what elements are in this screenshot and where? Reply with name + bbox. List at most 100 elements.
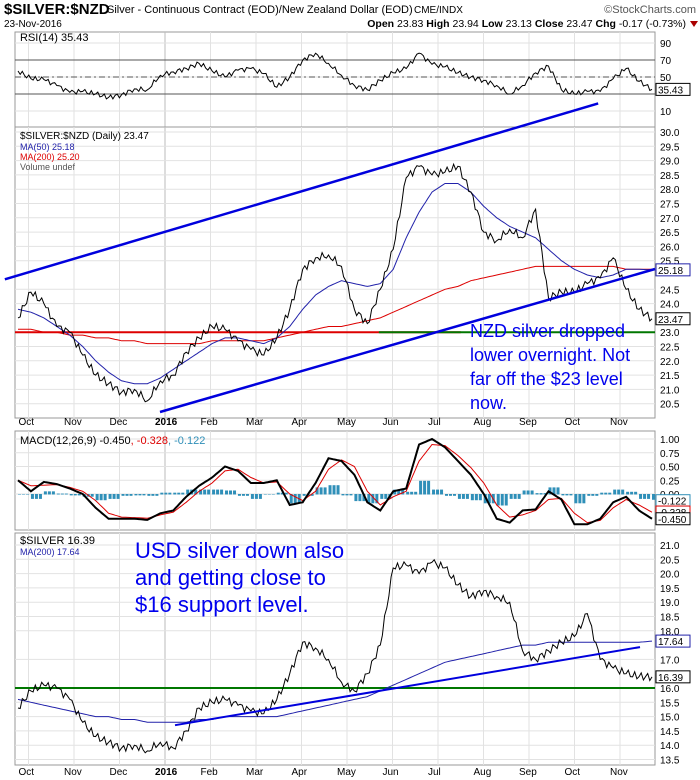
y-tick-label: 70 xyxy=(660,56,672,67)
macd-histogram-bar xyxy=(539,493,543,495)
macd-histogram-bar xyxy=(186,489,190,495)
macd-histogram-bar xyxy=(600,492,604,495)
y-tick-label: 1.00 xyxy=(660,435,680,446)
usd-ma200-line xyxy=(17,640,653,723)
macd-histogram-bar xyxy=(332,485,336,495)
macd-histogram-bar xyxy=(440,489,444,495)
macd-histogram-bar xyxy=(121,494,125,496)
macd-histogram-bar xyxy=(302,494,306,496)
x-tick-label: Jul xyxy=(428,417,441,428)
macd-histogram-bar xyxy=(543,493,547,495)
macd-histogram-bar xyxy=(69,494,73,496)
macd-histogram-bar xyxy=(535,493,539,495)
macd-histogram-bar xyxy=(142,494,146,496)
macd-histogram-bar xyxy=(289,494,293,504)
macd-histogram-bar xyxy=(276,492,280,495)
macd-histogram-bar xyxy=(639,494,643,499)
macd-histogram-bar xyxy=(254,494,258,499)
down-arrow-icon xyxy=(690,21,698,27)
macd-histogram-bar xyxy=(354,494,358,502)
x-tick-label: Apr xyxy=(292,417,308,428)
macd-histogram-bar xyxy=(258,494,262,499)
nzd-annotation: NZD silver dropped lower overnight. Not … xyxy=(470,321,630,413)
brand-logo: ©StockCharts.com xyxy=(604,4,696,16)
macd-histogram-bar xyxy=(116,494,120,499)
macd-histogram-bar xyxy=(569,494,573,496)
upper-channel-trendline xyxy=(4,102,599,281)
macd-histogram-bar xyxy=(643,494,647,499)
macd-histogram-bar xyxy=(30,494,34,499)
usd-close-value-box xyxy=(655,670,691,684)
y-tick-label: 27.0 xyxy=(660,214,680,225)
y-tick-label: 24.5 xyxy=(660,285,680,296)
macd-histogram-bar xyxy=(64,493,68,495)
macd-histogram-bar xyxy=(587,494,591,496)
annotation-line: far off the $23 level xyxy=(470,369,623,389)
uptrend-trendline xyxy=(174,646,641,727)
macd-histogram-bar xyxy=(652,494,655,500)
nzd-close-value: 23.47 xyxy=(658,315,683,326)
macd-histogram-bar xyxy=(410,491,414,495)
rsi-value-box xyxy=(655,82,691,96)
macd-histogram-bar xyxy=(604,492,608,495)
ma50-value-box xyxy=(655,263,691,277)
panel-frame xyxy=(14,532,656,766)
y-tick-label: 20.0 xyxy=(660,570,680,581)
y-tick-label: 29.0 xyxy=(660,157,680,168)
macd-histogram-bar xyxy=(561,494,565,496)
macd-histogram-bar xyxy=(26,494,29,495)
macd-histogram-bar xyxy=(147,494,151,496)
macd-histogram-bar xyxy=(556,487,560,495)
x-tick-label: Nov xyxy=(610,767,628,778)
macd-histogram-bar xyxy=(487,494,491,504)
macd-histogram-bar xyxy=(168,492,172,495)
ma200-line xyxy=(18,265,653,345)
macd-histogram-bar xyxy=(237,494,241,496)
macd-histogram-bar xyxy=(406,491,410,495)
ma50-line xyxy=(17,183,653,385)
macd-histogram-bar xyxy=(271,494,275,495)
x-tick-label: 2016 xyxy=(155,417,178,428)
nzd-title: $SILVER:$NZD (Daily) 23.47 xyxy=(20,131,149,142)
ma200-legend: MA(200) 25.20 xyxy=(20,152,80,162)
usd-ma200-legend: MA(200) 17.64 xyxy=(20,547,80,557)
macd-histogram-bar xyxy=(225,490,229,495)
histogram-value: -0.122 xyxy=(658,497,687,508)
macd-histogram-bar xyxy=(367,494,371,504)
x-tick-label: Oct xyxy=(565,417,581,428)
y-tick-label: 17.0 xyxy=(660,655,680,666)
macd-histogram-bar xyxy=(496,494,500,506)
macd-histogram-bar xyxy=(173,492,177,495)
y-tick-label: 13.5 xyxy=(660,756,680,767)
macd-histogram-bar xyxy=(212,489,216,495)
macd-histogram-bar xyxy=(129,494,133,496)
macd-histogram-bar xyxy=(457,494,461,499)
macd-histogram-bar xyxy=(194,489,198,495)
panel-frame xyxy=(14,126,656,419)
y-tick-label: 0.50 xyxy=(660,463,680,474)
macd-histogram-bar xyxy=(630,491,634,495)
macd-signal-line xyxy=(17,443,653,524)
macd-histogram-bar xyxy=(574,494,578,504)
macd-histogram-bar xyxy=(384,494,388,499)
chart-panels: 90 70 50 10 30.0 29.5 29.0 28.5 28.0 27.5 27.0 26.5… xyxy=(4,31,691,778)
date: 23-Nov-2016 xyxy=(4,19,62,30)
y-tick-label: 19.5 xyxy=(660,584,680,595)
macd-histogram-bar xyxy=(336,485,340,495)
macd-histogram-bar xyxy=(103,494,107,501)
macd-histogram-bar xyxy=(293,494,297,504)
macd-histogram-bar xyxy=(626,491,630,495)
macd-histogram-bar xyxy=(233,490,237,495)
annotation-line: $16 support level. xyxy=(135,592,309,617)
macd-histogram-bar xyxy=(617,489,621,495)
y-tick-label: 14.5 xyxy=(660,727,680,738)
macd-histogram-bar xyxy=(444,494,448,496)
macd-histogram-bar xyxy=(164,492,168,495)
macd-histogram-bar xyxy=(38,494,42,499)
ma50-legend: MA(50) 25.18 xyxy=(20,142,75,152)
usd-price-line xyxy=(17,558,653,754)
macd-histogram-bar xyxy=(77,494,81,496)
macd-histogram-bar xyxy=(613,489,617,495)
macd-histogram-bar xyxy=(160,492,164,495)
macd-histogram-bar xyxy=(522,490,526,495)
